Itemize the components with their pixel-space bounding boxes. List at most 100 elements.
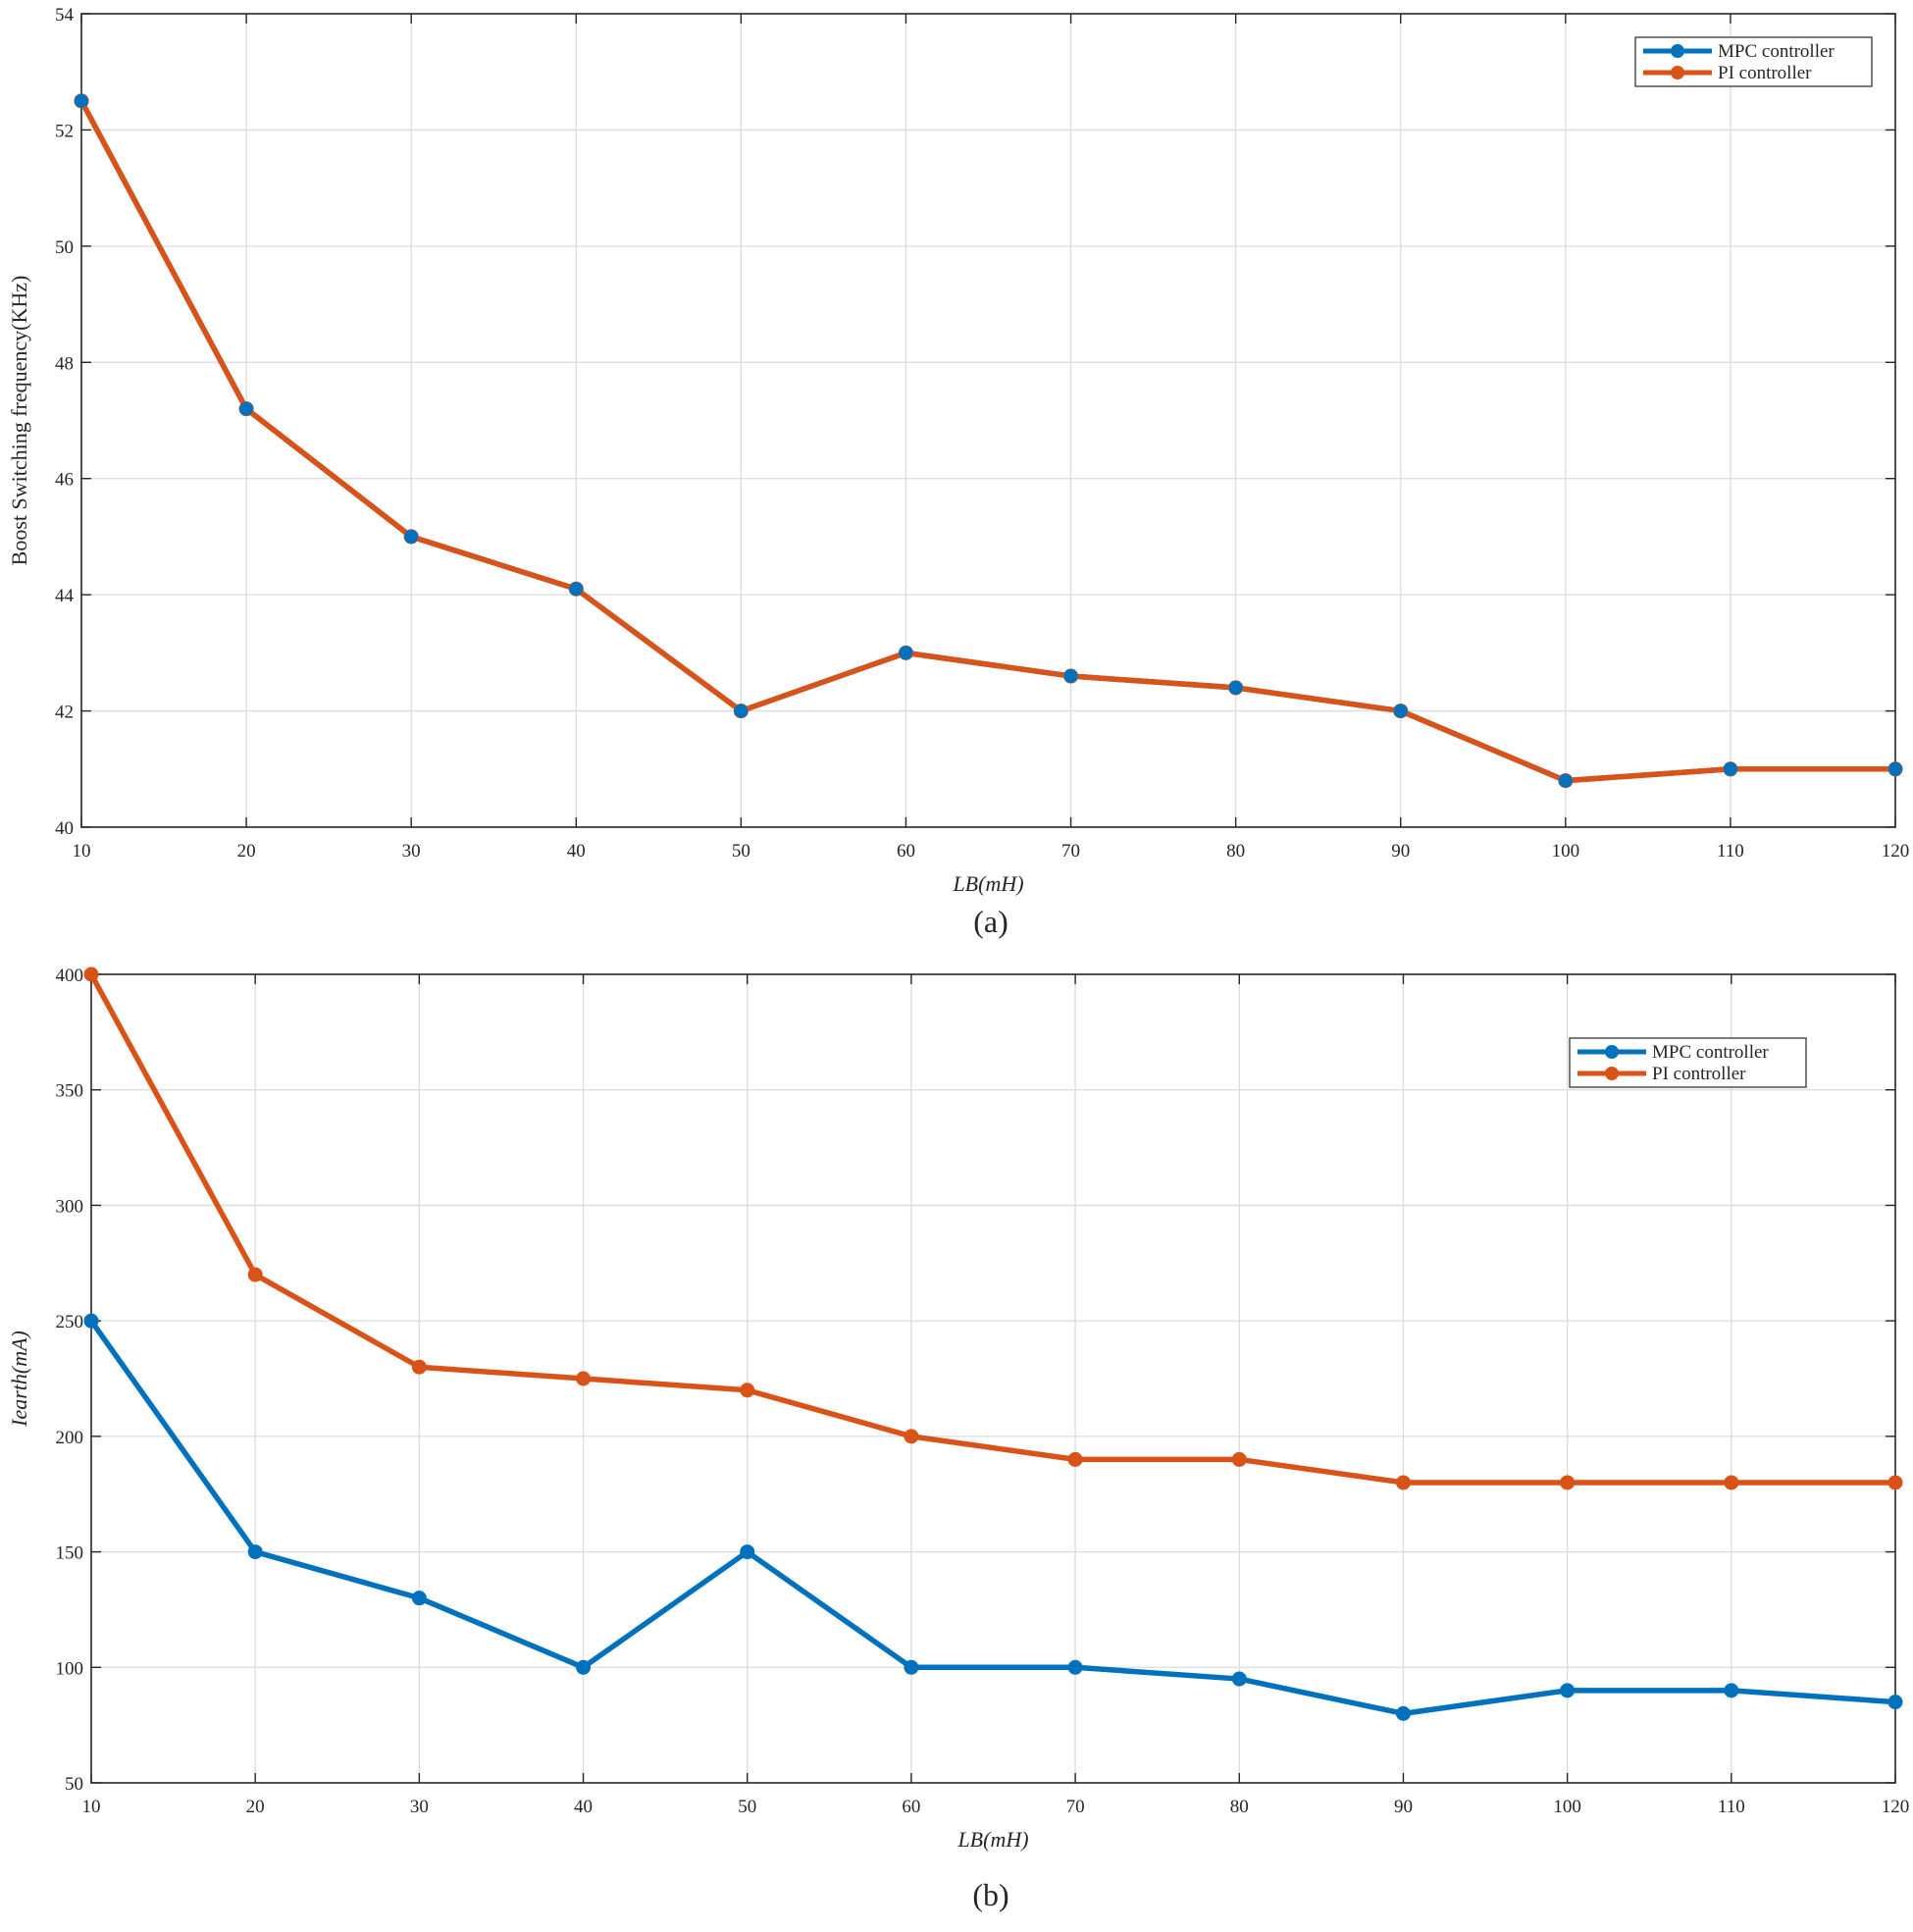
figure-caption: (b) — [972, 1877, 1008, 1912]
data-point-mpc — [83, 1313, 99, 1329]
x-tick-label: 60 — [902, 1797, 920, 1817]
legend-label: MPC controller — [1718, 41, 1835, 62]
data-point-pi — [1395, 1475, 1411, 1490]
legend-marker-mpc — [1605, 1045, 1619, 1059]
y-tick-label: 52 — [55, 121, 74, 141]
chart-panel-a: 10 20 30 40 50 60 70 80 90 100 110 120 40 42 44 46 48 50 5… — [7, 5, 1909, 939]
x-tick-label: 40 — [567, 841, 586, 862]
figure-caption: (a) — [973, 904, 1008, 939]
x-tick-label: 80 — [1226, 841, 1245, 862]
x-tick-label: 100 — [1552, 841, 1580, 862]
axes-box — [90, 973, 1896, 1784]
y-tick-label: 50 — [55, 237, 74, 258]
data-point-pi — [576, 1371, 592, 1386]
data-point-mpc-overlay — [1558, 773, 1573, 788]
data-point-pi — [1724, 1475, 1739, 1490]
plot-area — [91, 974, 1895, 1783]
x-tick-label: 50 — [738, 1797, 756, 1817]
data-point-mpc — [1724, 1683, 1739, 1698]
y-tick-label: 40 — [55, 818, 74, 839]
data-point-mpc — [1887, 1695, 1903, 1710]
data-point-pi — [411, 1359, 427, 1375]
data-point-pi — [247, 1267, 263, 1282]
x-tick-label: 120 — [1882, 1797, 1910, 1817]
data-point-mpc-overlay — [1723, 761, 1737, 776]
legend-label: PI controller — [1652, 1064, 1746, 1084]
x-tick-label: 70 — [1061, 841, 1080, 862]
x-tick-label: 40 — [574, 1797, 593, 1817]
legend-marker-mpc — [1671, 44, 1684, 58]
x-tick-label: 50 — [732, 841, 750, 862]
y-axis-title: Iearth(mA) — [7, 1331, 31, 1428]
series-line-mpc — [88, 1318, 1898, 1717]
data-point-mpc-overlay — [569, 582, 584, 597]
x-tick-label: 10 — [82, 1797, 101, 1817]
y-tick-label: 100 — [56, 1658, 84, 1679]
data-point-mpc-overlay — [1228, 680, 1243, 695]
data-point-mpc — [904, 1659, 919, 1675]
x-tick-label: 20 — [246, 1797, 265, 1817]
x-tick-label: 60 — [897, 841, 915, 862]
x-axis-title: LB(mH) — [952, 871, 1023, 896]
data-point-mpc — [576, 1659, 592, 1675]
data-point-mpc — [1231, 1671, 1247, 1687]
legend-label: MPC controller — [1652, 1042, 1769, 1063]
y-tick-label: 44 — [55, 586, 75, 606]
data-point-mpc-overlay — [734, 704, 749, 718]
data-point-mpc — [1395, 1705, 1411, 1721]
data-point-mpc — [1560, 1683, 1576, 1698]
x-tick-label: 100 — [1553, 1797, 1581, 1817]
chart-panel-b: 10 20 30 40 50 60 70 80 90 100 110 120 50 100 150 200 25… — [7, 966, 1909, 1912]
y-tick-label: 250 — [56, 1312, 84, 1332]
x-tick-label: 10 — [73, 841, 91, 862]
x-tick-label: 80 — [1230, 1797, 1249, 1817]
y-tick-label: 48 — [55, 353, 74, 374]
y-axis-title: Boost Switching frequency(KHz) — [7, 276, 31, 566]
x-axis-title: LB(mH) — [956, 1827, 1028, 1852]
data-point-mpc — [411, 1591, 427, 1606]
y-tick-label: 46 — [55, 470, 74, 491]
data-point-mpc-overlay — [1888, 761, 1902, 776]
y-tick-label: 200 — [56, 1428, 84, 1448]
data-point-mpc — [247, 1544, 263, 1560]
y-tick-label: 54 — [55, 5, 75, 26]
x-tick-label: 90 — [1394, 1797, 1413, 1817]
y-tick-label: 350 — [56, 1081, 84, 1102]
data-point-pi — [1887, 1475, 1903, 1490]
data-point-pi — [1560, 1475, 1576, 1490]
x-tick-label: 110 — [1717, 841, 1744, 862]
data-point-pi — [83, 966, 99, 982]
y-tick-label: 300 — [56, 1196, 84, 1217]
data-point-mpc-overlay — [899, 646, 913, 660]
series-line-pi — [78, 98, 1898, 784]
y-tick-label: 42 — [55, 703, 74, 723]
x-tick-label: 90 — [1391, 841, 1410, 862]
x-tick-label: 70 — [1066, 1797, 1085, 1817]
y-tick-label: 400 — [56, 966, 84, 986]
y-tick-label: 150 — [56, 1543, 84, 1564]
x-tick-label: 30 — [410, 1797, 429, 1817]
data-point-mpc-overlay — [1393, 704, 1408, 718]
legend-label: PI controller — [1718, 63, 1812, 83]
data-point-mpc-overlay — [75, 93, 88, 108]
x-tick-label: 120 — [1882, 841, 1910, 862]
data-point-pi — [1067, 1451, 1083, 1467]
data-point-pi — [904, 1429, 919, 1444]
data-point-mpc-overlay — [404, 529, 419, 544]
axes-box — [80, 13, 1896, 828]
data-point-mpc-overlay — [1063, 669, 1078, 684]
plot-area — [81, 14, 1895, 827]
data-point-mpc — [740, 1544, 755, 1560]
series-line-pi — [88, 971, 1898, 1486]
y-tick-label: 50 — [65, 1774, 83, 1795]
data-point-mpc-overlay — [239, 401, 254, 416]
data-point-mpc — [1067, 1659, 1083, 1675]
legend-marker-pi — [1605, 1067, 1619, 1080]
x-tick-label: 30 — [402, 841, 421, 862]
legend-marker-pi — [1671, 66, 1684, 79]
data-point-pi — [1231, 1451, 1247, 1467]
x-tick-label: 110 — [1718, 1797, 1745, 1817]
